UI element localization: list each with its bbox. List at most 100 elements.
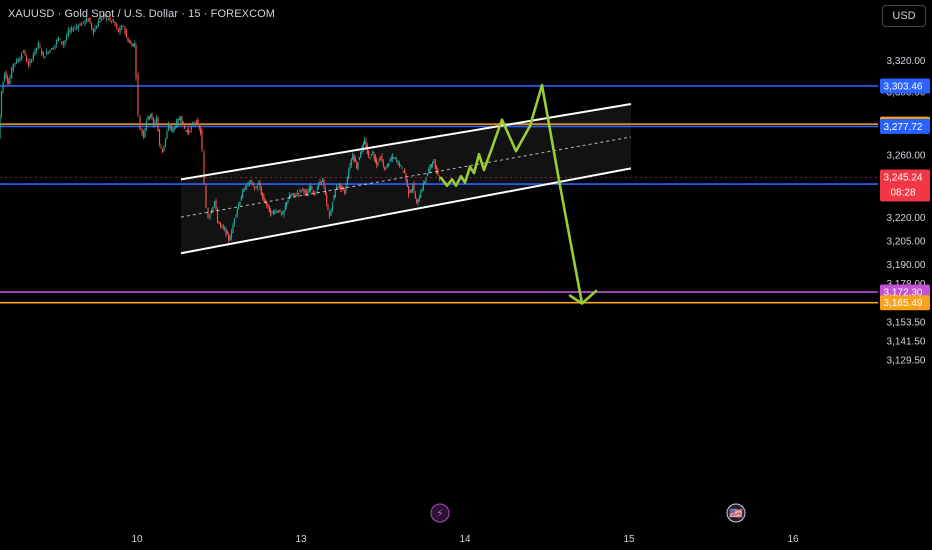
y-axis-tick-label: 3,260.00: [887, 150, 926, 161]
candle-body: [51, 48, 53, 50]
candle-body: [333, 194, 335, 200]
candle-body: [242, 190, 244, 198]
level-price-tag-5-box: [880, 295, 930, 311]
current-price-tag-countdown: 08:28: [890, 187, 915, 198]
candle-body: [314, 193, 316, 196]
candle-body: [243, 188, 245, 192]
candle-body: [254, 188, 256, 190]
candle-body: [166, 131, 168, 139]
candle-body: [57, 37, 59, 41]
candle-body: [246, 187, 248, 189]
candle-body: [198, 125, 200, 128]
candle-body: [203, 152, 205, 185]
candle-body: [71, 27, 73, 31]
candle-body: [132, 43, 134, 46]
candle-body: [172, 129, 174, 131]
candle-body: [426, 173, 428, 177]
candle-body: [9, 76, 11, 84]
candle-body: [130, 41, 132, 44]
candle-body: [56, 40, 58, 45]
candle-body: [255, 186, 257, 188]
candle-body: [263, 196, 265, 201]
x-axis-tick-label: 10: [131, 534, 143, 545]
candle-body: [381, 156, 383, 162]
candle-body: [96, 26, 98, 29]
candle-body: [272, 211, 274, 214]
candle-body: [413, 183, 415, 191]
candle-body: [326, 194, 328, 204]
candle-body: [224, 228, 226, 230]
candle-body: [271, 211, 273, 213]
candle-body: [258, 183, 260, 185]
candle-body: [368, 151, 370, 157]
candle-body: [278, 210, 280, 213]
candle-body: [74, 27, 76, 29]
candle-body: [282, 213, 284, 215]
candle-body: [39, 45, 41, 48]
candle-body: [5, 71, 7, 78]
candle-body: [119, 27, 121, 33]
candle-body: [61, 41, 63, 43]
candle-body: [284, 205, 286, 211]
candle-body: [17, 60, 19, 62]
candle-body: [268, 205, 270, 213]
candle-body: [218, 221, 220, 224]
candle-body: [337, 186, 339, 188]
candle-body: [425, 178, 427, 182]
candle-body: [137, 74, 139, 114]
candle-body: [358, 157, 360, 160]
channel-mid-line: [180, 136, 632, 218]
candle-body: [334, 190, 336, 198]
candle-body: [59, 38, 61, 40]
candle-body: [139, 116, 141, 130]
candle-body: [151, 114, 153, 119]
candle-body: [99, 21, 101, 23]
candle-body: [275, 210, 277, 212]
candle-body: [436, 166, 438, 174]
candle-body: [201, 130, 203, 151]
candle-body: [89, 17, 91, 24]
candle-body: [320, 181, 322, 183]
candle-body: [188, 129, 190, 134]
candle-body: [210, 210, 213, 214]
lightning-event-icon[interactable]: ⚡: [436, 507, 444, 520]
candle-body: [79, 24, 81, 26]
candle-body: [111, 20, 113, 22]
currency-button[interactable]: USD: [882, 5, 926, 27]
candle-body: [315, 193, 317, 195]
candle-body: [279, 210, 281, 212]
candle-body: [417, 198, 419, 203]
candle-body: [304, 191, 306, 192]
candle-body: [107, 18, 109, 20]
level-price-tag-4: 3,172.30: [884, 288, 923, 299]
candle-body: [384, 167, 386, 169]
y-axis-tick-label: 3,153.50: [887, 318, 926, 329]
candle-body: [125, 30, 128, 38]
candle-body: [104, 14, 106, 18]
candle-body: [213, 201, 216, 206]
candle-body: [121, 26, 123, 30]
candle-body: [238, 204, 240, 209]
candle-body: [364, 140, 366, 145]
candle-body: [76, 26, 78, 28]
candle-body: [189, 131, 191, 133]
candle-body: [292, 193, 294, 195]
candle-body: [414, 193, 416, 199]
x-axis-tick-label: 15: [623, 534, 635, 545]
candle-body: [169, 126, 171, 128]
us-flag-event-icon[interactable]: 🇺🇸: [729, 507, 743, 520]
candle-body: [101, 18, 103, 20]
candle-body: [197, 119, 199, 124]
candle-body: [34, 48, 36, 55]
candle-body: [3, 74, 6, 82]
candle-body: [328, 212, 331, 217]
candle-body: [362, 143, 364, 150]
candle-body: [86, 18, 88, 23]
candle-body: [21, 54, 23, 59]
candle-body: [32, 54, 34, 60]
candle-body: [437, 170, 439, 175]
candle-body: [226, 230, 228, 235]
candle-body: [158, 129, 161, 145]
y-axis-tick-label: 3,205.00: [887, 237, 926, 248]
